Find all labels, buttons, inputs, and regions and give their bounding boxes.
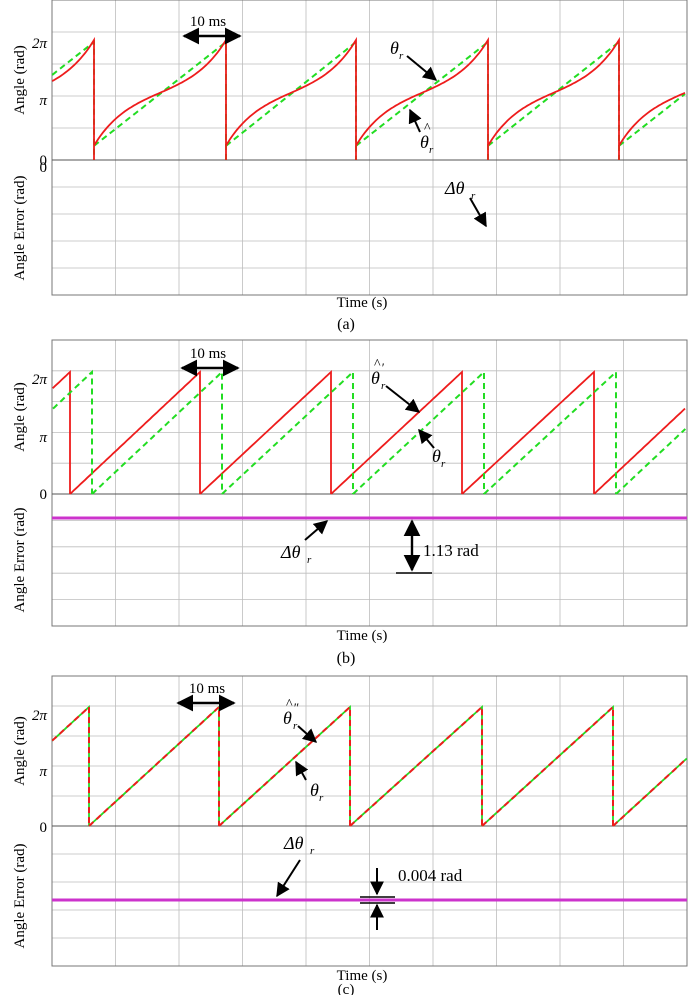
panel-b-error-grid <box>52 494 687 626</box>
panel-b-thetahat-arrow <box>385 385 421 413</box>
panel-c-error-grid <box>52 826 687 966</box>
panel-b-delta-arrow <box>304 520 329 541</box>
panel-b-delta-symbol: Δθ <box>280 542 301 562</box>
panel-c-xlabel: Time (s) <box>337 968 388 984</box>
panel-b-angle-traces <box>52 369 687 495</box>
panel-a-angle-traces <box>51 36 686 160</box>
panel-a-tick-pi: π <box>39 93 47 109</box>
panel-c-thetahat-symbol: θ <box>283 708 292 728</box>
panel-a-delta-symbol: Δθ <box>444 178 465 198</box>
panel-a-thetahat-label: θ ^ r <box>420 121 434 156</box>
panel-b: Angle (rad) Angle Error (rad) 2π π 0 10 … <box>12 339 688 667</box>
panel-a-thetahat-series <box>51 39 686 160</box>
panel-c: Angle (rad) Angle Error (rad) 2π π 0 10 … <box>12 675 688 995</box>
panel-c-tick-0: 0 <box>40 820 48 836</box>
panel-a-thetahat-accent: ^ <box>424 121 431 136</box>
panel-b-theta-label: θ r <box>432 446 446 470</box>
panel-a-theta-symbol: θ <box>390 38 399 58</box>
panel-b-delta-sub: r <box>307 554 312 566</box>
panel-b-caption: (b) <box>337 650 356 667</box>
panel-a-theta-label: θ r <box>390 38 404 62</box>
panel-b-tick-pi: π <box>39 430 47 446</box>
panel-b-thetahat-prime: ′ <box>381 360 384 375</box>
panel-a-angle-grid <box>52 0 687 160</box>
panel-c-thetahat-accent: ^ <box>286 697 293 712</box>
panel-b-theta-sub: r <box>441 458 446 470</box>
panel-c-delta-arrow <box>276 859 301 898</box>
panel-c-angle-grid <box>52 676 687 826</box>
panel-a: Angle (rad) Angle Error (rad) 2π π 0 0 1… <box>12 0 688 333</box>
panel-a-period-label: 10 ms <box>190 14 226 30</box>
panel-c-offset-label: 0.004 rad <box>398 866 463 885</box>
panel-a-error-grid <box>52 160 687 295</box>
panel-b-period-label: 10 ms <box>190 346 226 362</box>
panel-c-delta-symbol: Δθ <box>283 833 304 853</box>
panel-b-tick-2pi: 2π <box>32 372 48 388</box>
panel-c-tick-2pi: 2π <box>32 708 48 724</box>
panel-c-angle-ylabel: Angle (rad) <box>12 716 28 786</box>
panel-b-error-ylabel: Angle Error (rad) <box>12 508 28 613</box>
panel-b-thetahat-accent: ^ <box>374 357 381 372</box>
panel-a-theta-series <box>51 36 686 160</box>
panel-a-thetahat-arrow <box>408 108 422 133</box>
panel-c-thetahat-label: θ ^ ″ r <box>283 697 299 732</box>
panel-b-xlabel: Time (s) <box>337 628 388 644</box>
panel-b-theta-symbol: θ <box>432 446 441 466</box>
panel-b-angle-grid <box>52 340 687 494</box>
panel-a-error-ylabel: Angle Error (rad) <box>12 176 28 281</box>
panel-c-theta-sub: r <box>319 792 324 804</box>
panel-c-thetahat-series <box>51 704 688 827</box>
panel-b-thetahat-series <box>52 369 686 495</box>
panel-b-frame <box>51 339 688 627</box>
panel-a-xlabel: Time (s) <box>337 295 388 311</box>
panel-a-angle-ylabel: Angle (rad) <box>12 45 28 115</box>
panel-a-theta-sub: r <box>399 50 404 62</box>
panel-b-tick-0: 0 <box>40 487 48 503</box>
panel-a-frame <box>51 0 688 296</box>
panel-a-delta-arrow <box>469 197 487 228</box>
panel-b-angle-ylabel: Angle (rad) <box>12 382 28 452</box>
panel-c-caption: (c) <box>338 982 355 995</box>
panel-a-delta-label: Δθ r <box>444 178 476 202</box>
panel-c-delta-label: Δθ r <box>283 833 315 857</box>
panel-b-thetahat-label: θ ^ ′ r <box>371 357 386 392</box>
panel-c-tick-pi: π <box>39 764 47 780</box>
panel-b-delta-label: Δθ r <box>280 542 312 566</box>
panel-c-delta-sub: r <box>310 845 315 857</box>
panel-c-angle-traces <box>51 704 688 827</box>
panel-a-thetahat-symbol: θ <box>420 132 429 152</box>
panel-c-frame <box>51 675 688 967</box>
panel-c-theta-symbol: θ <box>310 780 319 800</box>
panel-c-thetahat-sub: r <box>293 720 298 732</box>
panel-b-theta-arrow <box>418 428 435 449</box>
panel-c-theta-label: θ r <box>310 780 324 804</box>
panel-a-error-tick-0: 0 <box>40 160 48 176</box>
panel-c-period-label: 10 ms <box>189 681 225 697</box>
panel-c-thetahat-dprime: ″ <box>293 700 299 715</box>
panel-a-thetahat-sub: r <box>429 144 434 156</box>
panel-a-tick-2pi: 2π <box>32 36 48 52</box>
panel-b-thetahat-symbol: θ <box>371 368 380 388</box>
panel-c-theta-arrow <box>295 760 309 781</box>
panel-c-thetahat-arrow <box>297 725 318 743</box>
panel-a-delta-sub: r <box>471 190 476 202</box>
panel-b-offset-label: 1.13 rad <box>423 541 479 560</box>
panel-a-caption: (a) <box>337 316 355 333</box>
panel-a-tick-0: 0 <box>40 153 48 169</box>
panel-a-theta-arrow <box>406 55 438 81</box>
panel-b-thetahat-sub: r <box>381 380 386 392</box>
panel-c-error-ylabel: Angle Error (rad) <box>12 844 28 949</box>
